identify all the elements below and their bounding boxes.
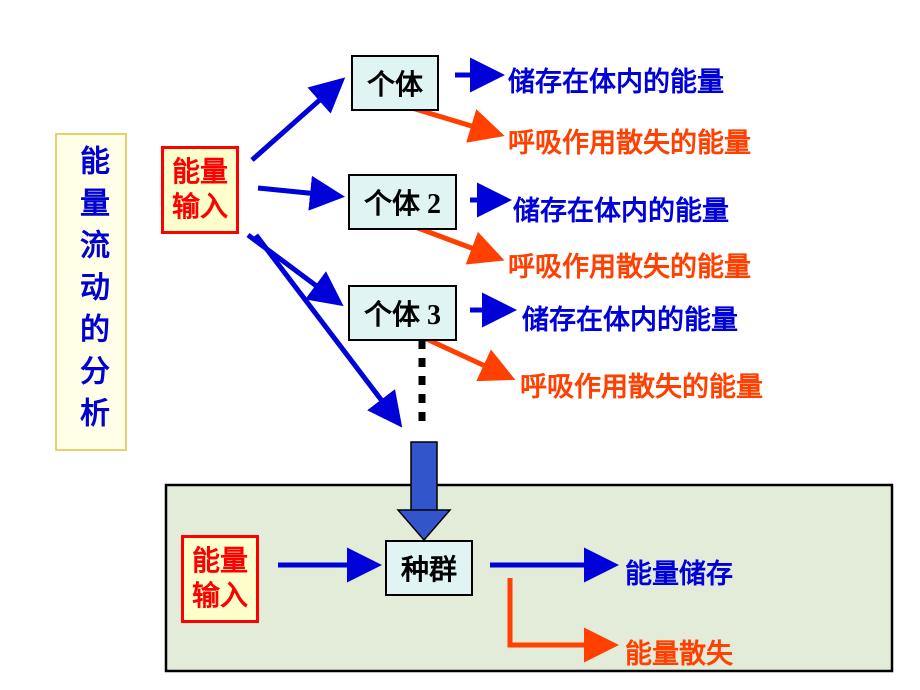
node-population: 种群 (385, 540, 473, 596)
label-pop-stored: 能量储存 (625, 552, 733, 591)
label-stored-3: 储存在体内的能量 (522, 298, 738, 337)
energy-input-label-2: 能量输入 (192, 546, 248, 612)
arrow-input-n1 (252, 82, 340, 160)
arrow-n3-lost (420, 336, 509, 377)
energy-input-box-1: 能量输入 (161, 146, 239, 234)
arrow-input-n2 (258, 188, 338, 196)
energy-input-label-1: 能量输入 (172, 157, 228, 223)
label-pop-lost: 能量散失 (625, 632, 733, 671)
energy-input-box-2: 能量输入 (181, 535, 259, 623)
node-individual-3: 个体 3 (348, 285, 457, 341)
label-stored-2: 储存在体内的能量 (513, 189, 729, 228)
label-lost-3: 呼吸作用散失的能量 (520, 365, 763, 404)
label-lost-2: 呼吸作用散失的能量 (508, 245, 751, 284)
node-individual-1: 个体 (351, 55, 439, 111)
label-lost-1: 呼吸作用散失的能量 (508, 121, 751, 160)
title-text: 能量流动的分析 (69, 145, 113, 439)
node-individual-2: 个体 2 (348, 174, 457, 230)
title-box: 能量流动的分析 (55, 133, 127, 451)
label-stored-1: 储存在体内的能量 (508, 60, 724, 99)
